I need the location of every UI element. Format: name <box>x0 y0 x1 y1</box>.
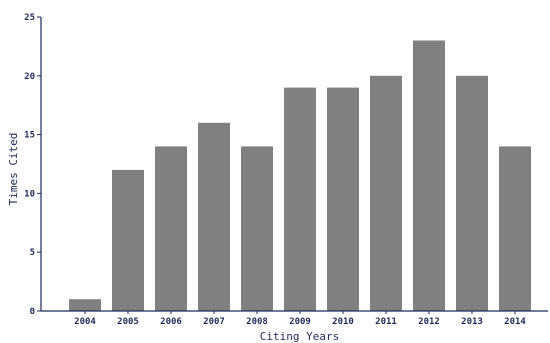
y-tick-label: 5 <box>30 248 35 258</box>
x-tick-label-2012: 2012 <box>418 317 440 327</box>
bar-2014 <box>499 146 531 311</box>
bar-2005 <box>112 169 144 311</box>
bar-2007 <box>198 122 230 311</box>
bars-layer <box>69 40 531 311</box>
y-tick-label: 15 <box>24 131 35 141</box>
x-tick-label-2014: 2014 <box>504 317 526 327</box>
y-tick-label: 25 <box>24 13 35 23</box>
bar-2009 <box>284 87 316 311</box>
bar-2006 <box>155 146 187 311</box>
bar-2011 <box>370 75 402 311</box>
bar-2010 <box>327 87 359 311</box>
x-axis-title: Citing Years <box>260 330 339 343</box>
x-tick-label-2006: 2006 <box>160 317 182 327</box>
bar-2004 <box>69 299 101 311</box>
y-axis-title: Times Cited <box>7 133 20 206</box>
x-tick-label-2005: 2005 <box>117 317 139 327</box>
x-tick-label-2013: 2013 <box>461 317 483 327</box>
y-tick-label: 0 <box>30 307 35 317</box>
axes-layer <box>40 17 548 312</box>
x-tick-label-2009: 2009 <box>289 317 311 327</box>
x-tick-label-2004: 2004 <box>74 317 96 327</box>
x-tick-label-2011: 2011 <box>375 317 397 327</box>
y-tick-label: 20 <box>24 72 35 82</box>
bar-2008 <box>241 146 273 311</box>
y-tick-label: 10 <box>24 189 35 199</box>
bar-2012 <box>413 40 445 311</box>
x-ticks-layer: 2004 2005 2006 2007 2008 2009 2010 2011 2012 2013… <box>74 311 526 327</box>
y-ticks-layer: 0 5 10 15 20 25 <box>24 13 41 317</box>
x-tick-label-2010: 2010 <box>332 317 354 327</box>
x-tick-label-2008: 2008 <box>246 317 268 327</box>
bar-2013 <box>456 75 488 311</box>
x-tick-label-2007: 2007 <box>203 317 225 327</box>
